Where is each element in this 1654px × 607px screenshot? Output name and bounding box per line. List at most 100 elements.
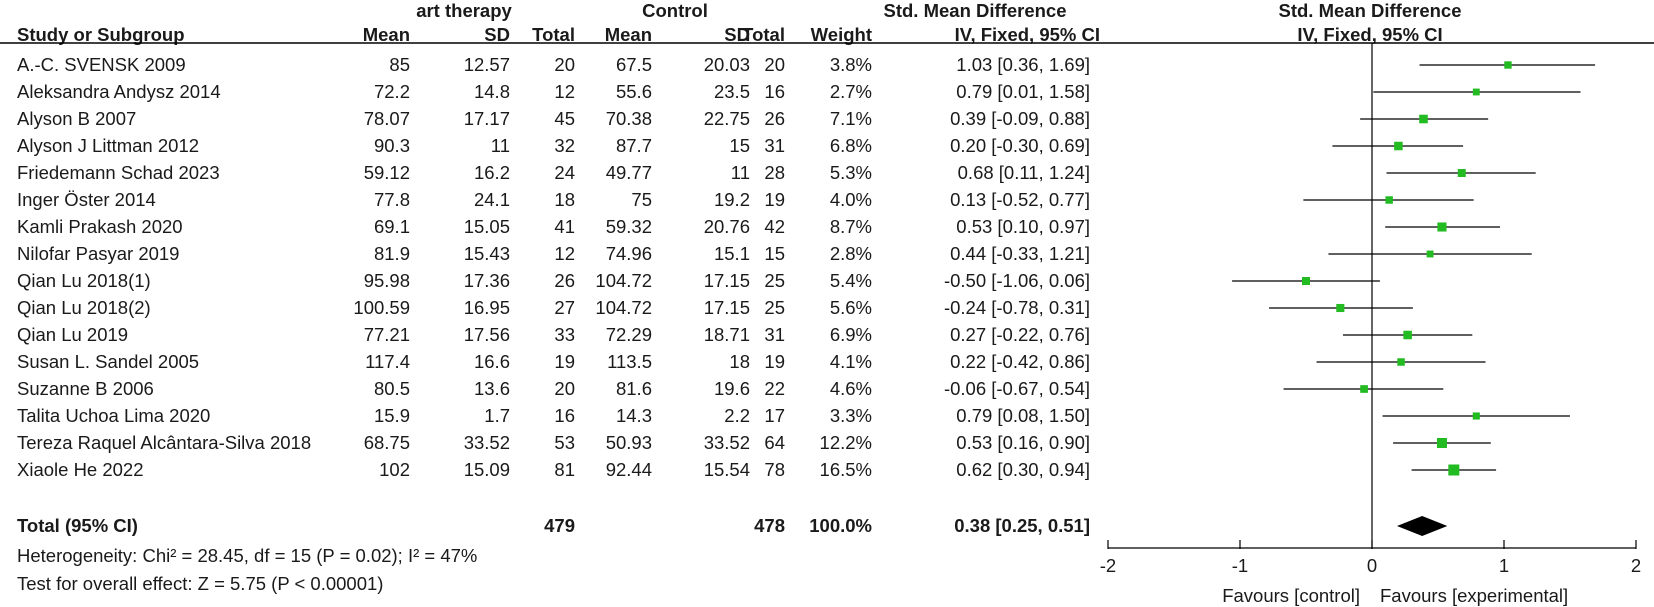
sd2-cell: 11 bbox=[730, 162, 750, 183]
study-name: Kamli Prakash 2020 bbox=[17, 216, 183, 237]
sd2-cell: 15.54 bbox=[703, 459, 750, 480]
mean2-cell: 104.72 bbox=[595, 297, 652, 318]
total1-cell: 81 bbox=[554, 459, 575, 480]
sd2-header: SD bbox=[724, 24, 750, 45]
total1-cell: 12 bbox=[554, 243, 575, 264]
study-name: Suzanne B 2006 bbox=[17, 378, 154, 399]
ci-cell: 0.68 [0.11, 1.24] bbox=[957, 162, 1090, 183]
point-estimate-marker bbox=[1419, 114, 1428, 124]
study-name: Aleksandra Andysz 2014 bbox=[17, 81, 221, 102]
sd1-cell: 16.95 bbox=[463, 297, 510, 318]
mean2-cell: 49.77 bbox=[605, 162, 652, 183]
mean2-cell: 50.93 bbox=[605, 432, 652, 453]
ci-cell: 0.53 [0.10, 0.97] bbox=[956, 216, 1090, 237]
mean2-cell: 70.38 bbox=[605, 108, 652, 129]
total1-cell: 27 bbox=[554, 297, 575, 318]
total-ci: 0.38 [0.25, 0.51] bbox=[954, 515, 1090, 536]
weight-cell: 4.6% bbox=[829, 378, 872, 399]
effect-header-1: Std. Mean Difference bbox=[883, 0, 1067, 21]
mean1-cell: 85 bbox=[389, 54, 410, 75]
weight-cell: 3.3% bbox=[829, 405, 872, 426]
ci-cell: 0.62 [0.30, 0.94] bbox=[956, 459, 1090, 480]
study-name: Friedemann Schad 2023 bbox=[17, 162, 220, 183]
sd2-cell: 19.2 bbox=[713, 189, 750, 210]
total2-cell: 19 bbox=[764, 351, 785, 372]
overall-effect-note: Test for overall effect: Z = 5.75 (P < 0… bbox=[17, 573, 384, 594]
mean2-cell: 14.3 bbox=[615, 405, 652, 426]
mean2-cell: 87.7 bbox=[615, 135, 652, 156]
mean2-cell: 67.5 bbox=[615, 54, 652, 75]
study-column-header: Study or Subgroup bbox=[17, 24, 185, 45]
mean2-cell: 72.29 bbox=[605, 324, 652, 345]
point-estimate-marker bbox=[1448, 464, 1460, 476]
total1-cell: 33 bbox=[554, 324, 575, 345]
sd2-cell: 22.75 bbox=[703, 108, 750, 129]
sd2-cell: 19.6 bbox=[713, 378, 750, 399]
sd2-cell: 17.15 bbox=[703, 270, 750, 291]
sd1-cell: 17.56 bbox=[463, 324, 510, 345]
weight-cell: 6.9% bbox=[829, 324, 872, 345]
sd2-cell: 33.52 bbox=[703, 432, 750, 453]
mean2-cell: 104.72 bbox=[595, 270, 652, 291]
weight-cell: 12.2% bbox=[819, 432, 872, 453]
study-name: A.-C. SVENSK 2009 bbox=[17, 54, 186, 75]
ci-cell: 0.22 [-0.42, 0.86] bbox=[950, 351, 1090, 372]
total-n1: 479 bbox=[544, 515, 575, 536]
sd1-cell: 15.09 bbox=[463, 459, 510, 480]
total-weight: 100.0% bbox=[809, 515, 872, 536]
heterogeneity-note: Heterogeneity: Chi² = 28.45, df = 15 (P … bbox=[17, 545, 478, 566]
total-n2: 478 bbox=[754, 515, 785, 536]
mean1-cell: 59.12 bbox=[363, 162, 410, 183]
study-name: Tereza Raquel Alcântara-Silva 2018 bbox=[17, 432, 312, 453]
group2-header: Control bbox=[642, 0, 708, 21]
ci-cell: 0.53 [0.16, 0.90] bbox=[956, 432, 1090, 453]
sd1-cell: 17.36 bbox=[463, 270, 510, 291]
sd2-cell: 20.76 bbox=[703, 216, 750, 237]
study-name: Qian Lu 2018(2) bbox=[17, 297, 151, 318]
total2-cell: 25 bbox=[764, 297, 785, 318]
total1-cell: 26 bbox=[554, 270, 575, 291]
sd1-cell: 15.05 bbox=[463, 216, 510, 237]
ci-cell: 0.79 [0.08, 1.50] bbox=[956, 405, 1090, 426]
mean1-cell: 15.9 bbox=[373, 405, 410, 426]
sd1-cell: 16.2 bbox=[473, 162, 510, 183]
total2-cell: 78 bbox=[764, 459, 785, 480]
weight-cell: 7.1% bbox=[829, 108, 872, 129]
mean1-cell: 81.9 bbox=[373, 243, 410, 264]
mean1-cell: 77.21 bbox=[363, 324, 410, 345]
study-name: Susan L. Sandel 2005 bbox=[17, 351, 200, 372]
point-estimate-marker bbox=[1301, 276, 1311, 286]
sd2-cell: 2.2 bbox=[724, 405, 750, 426]
mean2-cell: 113.5 bbox=[607, 351, 652, 372]
total1-cell: 24 bbox=[554, 162, 575, 183]
sd2-cell: 20.03 bbox=[703, 54, 750, 75]
ci-cell: 0.13 [-0.52, 0.77] bbox=[950, 189, 1090, 210]
weight-cell: 8.7% bbox=[829, 216, 872, 237]
total1-header: Total bbox=[532, 24, 575, 45]
study-name: Talita Uchoa Lima 2020 bbox=[17, 405, 211, 426]
sd1-cell: 16.6 bbox=[473, 351, 510, 372]
favours-control-label: Favours [control] bbox=[1222, 585, 1360, 606]
point-estimate-marker bbox=[1385, 196, 1393, 204]
mean1-cell: 117.4 bbox=[365, 351, 410, 372]
sd2-cell: 15.1 bbox=[713, 243, 750, 264]
mean2-cell: 74.96 bbox=[605, 243, 652, 264]
favours-experimental-label: Favours [experimental] bbox=[1380, 585, 1569, 606]
sd1-cell: 17.17 bbox=[463, 108, 510, 129]
total1-cell: 19 bbox=[554, 351, 575, 372]
sd1-cell: 12.57 bbox=[463, 54, 510, 75]
sd1-cell: 33.52 bbox=[463, 432, 510, 453]
study-name: Qian Lu 2019 bbox=[17, 324, 129, 345]
weight-cell: 16.5% bbox=[819, 459, 872, 480]
point-estimate-marker bbox=[1394, 141, 1403, 151]
effect-header-2: IV, Fixed, 95% CI bbox=[954, 24, 1100, 45]
ci-cell: -0.50 [-1.06, 0.06] bbox=[943, 270, 1090, 291]
total1-cell: 53 bbox=[554, 432, 575, 453]
total2-cell: 15 bbox=[764, 243, 785, 264]
sd1-cell: 1.7 bbox=[484, 405, 510, 426]
ci-cell: -0.06 [-0.67, 0.54] bbox=[943, 378, 1090, 399]
study-name: Alyson J Littman 2012 bbox=[17, 135, 200, 156]
total2-cell: 42 bbox=[764, 216, 785, 237]
